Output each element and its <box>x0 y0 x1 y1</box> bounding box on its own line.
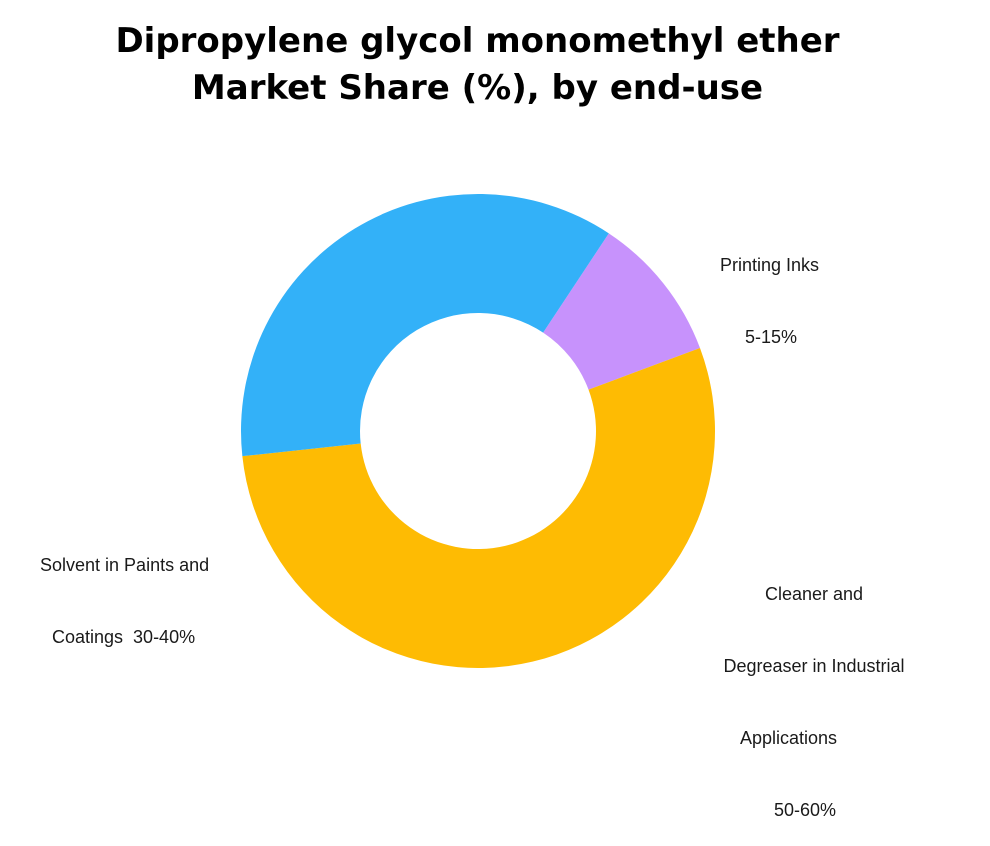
label-cleaner-line-1: Cleaner and <box>764 584 864 604</box>
donut-slices <box>241 193 715 668</box>
label-cleaner-line-3: Applications <box>740 728 838 748</box>
label-solvent-line-1: Solvent in Paints and <box>40 555 210 575</box>
label-printing-inks-line-1: Printing Inks <box>720 255 820 275</box>
label-cleaner-degreaser: Cleaner and Degreaser in Industrial Appl… <box>700 534 928 846</box>
donut-slice-solvent-in-paints-and-coatings <box>241 193 609 457</box>
label-printing-inks-value: 5-15% <box>745 327 798 347</box>
label-solvent-line-2: Coatings 30-40% <box>52 627 196 647</box>
donut-slice-printing-inks <box>543 233 700 390</box>
label-printing-inks: Printing Inks 5-15% <box>720 205 819 373</box>
donut-chart <box>241 193 715 668</box>
label-solvent-paints: Solvent in Paints and Coatings 30-40% <box>40 505 209 673</box>
label-cleaner-value: 50-60% <box>774 800 837 820</box>
chart-title: Dipropylene glycol monomethyl ether Mark… <box>0 18 955 112</box>
label-cleaner-line-2: Degreaser in Industrial <box>723 656 905 676</box>
donut-slice-cleaner-and-degreaser-in-industrial-applications <box>242 348 715 668</box>
chart-title-line-1: Dipropylene glycol monomethyl ether <box>115 21 840 61</box>
chart-title-line-2: Market Share (%), by end-use <box>191 68 764 108</box>
